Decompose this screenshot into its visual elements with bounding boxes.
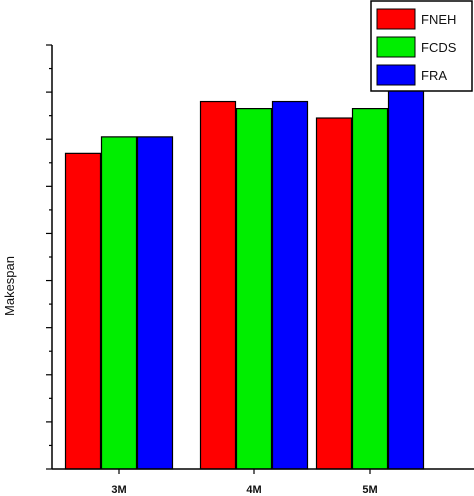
legend-label-fcds: FCDS <box>421 40 457 55</box>
legend-label-fneh: FNEH <box>421 12 456 27</box>
bar-fcds-5m <box>351 107 389 470</box>
x-tick-label-5m: 5M <box>362 484 377 496</box>
y-axis-label: Makespan <box>2 256 17 316</box>
x-tick-label-4m: 4M <box>246 484 261 496</box>
bar-fra-3m <box>136 136 174 470</box>
axes-group: 3M 4M 5M <box>46 44 474 496</box>
legend-label-fra: FRA <box>421 68 447 83</box>
bar-fneh-3m <box>64 152 102 470</box>
y-ticks-group <box>46 44 52 470</box>
bars-group <box>64 79 425 470</box>
x-ticks-group: 3M 4M 5M <box>111 469 378 496</box>
bar-fra-4m <box>271 100 309 470</box>
bar-fcds-3m <box>100 136 138 470</box>
bar-fra-5m <box>387 79 425 470</box>
x-tick-label-3m: 3M <box>111 484 126 496</box>
legend-swatch-fra <box>376 64 416 86</box>
bar-fcds-4m <box>235 107 273 470</box>
legend-swatch-fcds <box>376 36 416 58</box>
legend-entries: FNEH FCDS FRA <box>376 8 457 86</box>
legend: FNEH FCDS FRA <box>370 0 473 92</box>
legend-swatch-fneh <box>376 8 416 30</box>
bar-fneh-5m <box>315 117 353 470</box>
bar-fneh-4m <box>199 100 237 470</box>
